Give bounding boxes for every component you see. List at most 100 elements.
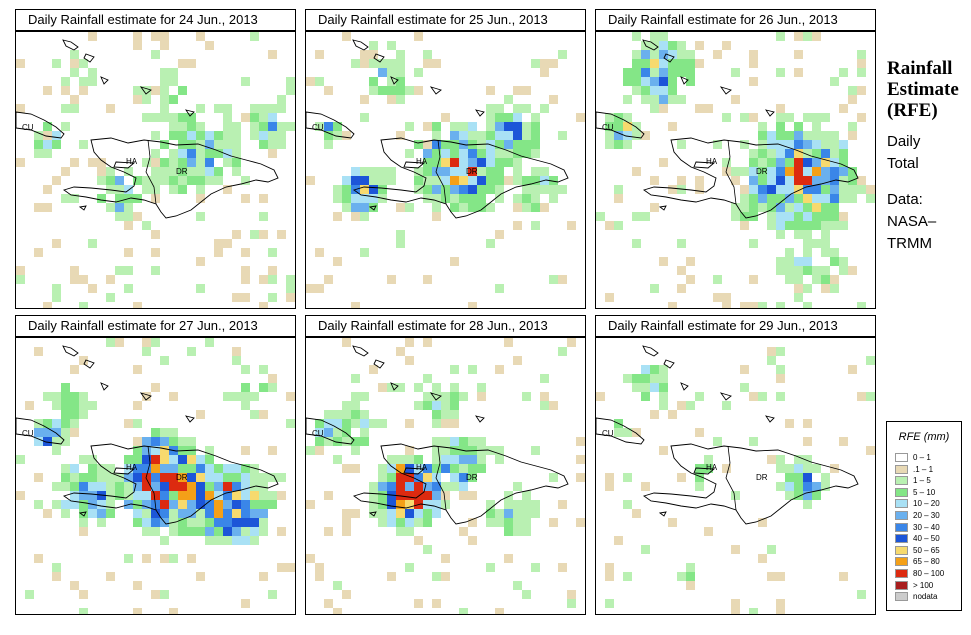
rainfall-cell — [378, 473, 387, 482]
rainfall-cell — [214, 248, 223, 257]
rainfall-cell — [306, 446, 315, 455]
rainfall-cell — [133, 482, 142, 491]
rainfall-cell — [70, 410, 79, 419]
rainfall-cell — [830, 185, 839, 194]
rainfall-cell — [839, 437, 848, 446]
rainfall-cell — [686, 257, 695, 266]
rainfall-cell — [803, 113, 812, 122]
rainfall-cell — [79, 455, 88, 464]
rainfall-cell — [522, 131, 531, 140]
rainfall-cell — [504, 131, 513, 140]
rainfall-cell — [423, 464, 432, 473]
rainfall-cell — [423, 167, 432, 176]
rainfall-cell — [106, 293, 115, 302]
rainfall-cell — [61, 401, 70, 410]
rainfall-cell — [441, 401, 450, 410]
coastlines — [306, 39, 569, 219]
rainfall-cell — [623, 95, 632, 104]
rainfall-cell — [812, 239, 821, 248]
rainfall-cell — [232, 230, 241, 239]
rainfall-cell — [468, 437, 477, 446]
rainfall-cell — [396, 239, 405, 248]
rainfall-cell — [459, 464, 468, 473]
rainfall-cell — [576, 437, 585, 446]
rainfall-cell — [486, 518, 495, 527]
side-data-label: Data: — [887, 191, 923, 208]
rainfall-cell — [142, 338, 151, 347]
rainfall-cell — [286, 419, 295, 428]
rainfall-cell — [43, 86, 52, 95]
rainfall-cell — [223, 518, 232, 527]
rainfall-cell — [342, 185, 351, 194]
rainfall-cell — [495, 446, 504, 455]
rainfall-cell — [61, 86, 70, 95]
rainfall-cell — [695, 176, 704, 185]
rainfall-cell — [223, 122, 232, 131]
rainfall-cell — [513, 203, 522, 212]
rainfall-cell — [749, 185, 758, 194]
rainfall-cell — [432, 419, 441, 428]
rainfall-cell — [250, 104, 259, 113]
rainfall-cell — [740, 185, 749, 194]
rainfall-cell — [369, 491, 378, 500]
rainfall-cell — [812, 221, 821, 230]
rainfall-cell — [387, 95, 396, 104]
rainfall-cell — [441, 482, 450, 491]
cuba-coastline — [596, 111, 645, 139]
rainfall-cell — [259, 518, 268, 527]
island-coastline — [764, 415, 775, 423]
rainfall-cell — [25, 590, 34, 599]
rainfall-cell — [432, 401, 441, 410]
rainfall-cell — [169, 527, 178, 536]
rainfall-cell — [740, 383, 749, 392]
rainfall-cell — [169, 113, 178, 122]
rainfall-cell — [169, 554, 178, 563]
rainfall-cell — [34, 500, 43, 509]
map-label-dr: DR — [466, 167, 478, 176]
rainfall-cell — [695, 185, 704, 194]
haiti-dr-border — [725, 139, 737, 205]
rainfall-cell — [16, 275, 25, 284]
rainfall-cell — [214, 176, 223, 185]
island-coastline — [642, 345, 659, 357]
rainfall-cell — [785, 167, 794, 176]
rainfall-cell — [740, 194, 749, 203]
rainfall-cell — [785, 482, 794, 491]
rainfall-cell — [351, 419, 360, 428]
rainfall-cell — [70, 401, 79, 410]
rainfall-cell — [432, 122, 441, 131]
rainfall-cell — [34, 248, 43, 257]
rainfall-cell — [277, 527, 286, 536]
island-coastline — [719, 392, 732, 401]
rainfall-cell — [133, 518, 142, 527]
rainfall-cell — [749, 59, 758, 68]
rainfall-cell — [749, 437, 758, 446]
rainfall-cell — [767, 167, 776, 176]
rainfall-cell — [369, 167, 378, 176]
rainfall-cell — [223, 392, 232, 401]
legend-title: RFE (mm) — [898, 431, 950, 443]
legend-label: 1 – 5 — [913, 476, 931, 486]
rainfall-cell — [52, 131, 61, 140]
rainfall-cell — [333, 131, 342, 140]
legend-swatch — [895, 545, 908, 555]
rainfall-cell — [268, 113, 277, 122]
rainfall-cell — [70, 266, 79, 275]
rainfall-cell — [250, 491, 259, 500]
rainfall-cell — [423, 338, 432, 347]
rainfall-cell — [776, 176, 785, 185]
rainfall-cell — [450, 203, 459, 212]
rainfall-cell — [623, 374, 632, 383]
rainfall-cell — [160, 473, 169, 482]
cuba-coastline — [306, 111, 355, 139]
rainfall-cell — [34, 428, 43, 437]
rainfall-cell — [160, 590, 169, 599]
rainfall-cell — [713, 140, 722, 149]
rainfall-cell — [232, 500, 241, 509]
rainfall-cell — [641, 59, 650, 68]
rainfall-cell — [223, 491, 232, 500]
rainfall-cell — [115, 203, 124, 212]
rainfall-cell — [695, 41, 704, 50]
rainfall-cell — [160, 32, 169, 41]
rainfall-cell — [187, 482, 196, 491]
